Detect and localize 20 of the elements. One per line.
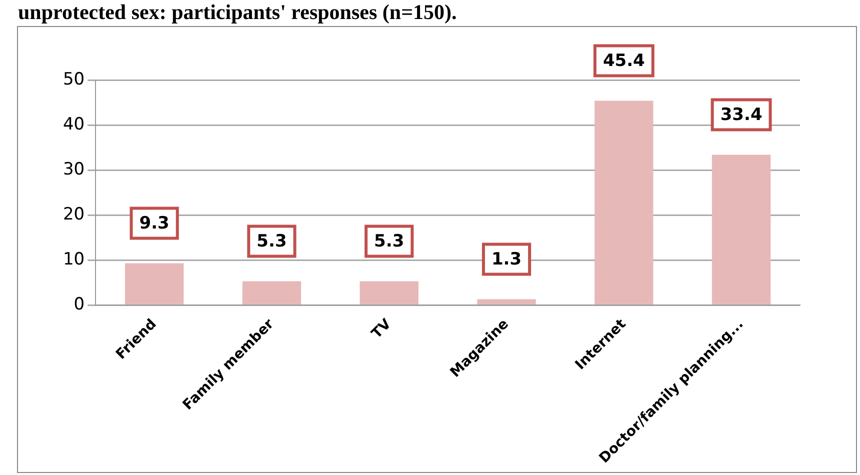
data-label: 5.3 (374, 232, 404, 252)
y-tick-label: 0 (74, 294, 85, 315)
y-tick-label: 30 (62, 159, 85, 180)
y-tick-label: 40 (62, 114, 85, 134)
x-tick-label: TV (368, 316, 395, 342)
bar (242, 281, 302, 304)
chart-title: unprotected sex: participants' responses (n=150). (18, 0, 457, 25)
data-label: 1.3 (491, 250, 522, 270)
y-tick-label: 20 (62, 204, 85, 225)
bar (124, 263, 184, 304)
bar (477, 299, 536, 304)
bar (360, 281, 418, 304)
data-label: 33.4 (720, 105, 762, 126)
y-tick-label: 50 (62, 69, 85, 90)
data-label: 9.3 (139, 214, 170, 234)
bar (712, 154, 771, 304)
data-label: 5.3 (256, 232, 287, 252)
data-label: 45.4 (602, 51, 646, 72)
bar (594, 100, 654, 304)
y-tick-label: 10 (62, 250, 85, 270)
